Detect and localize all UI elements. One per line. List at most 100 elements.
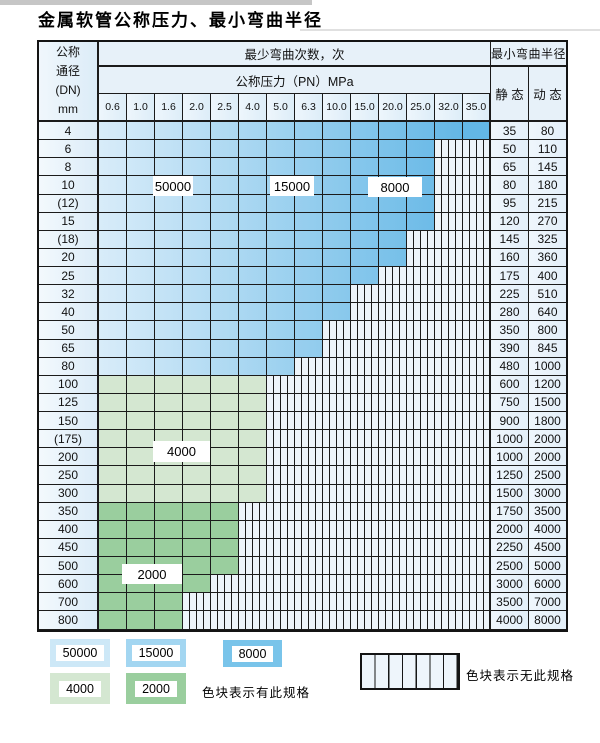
pressure-cell-unavailable	[351, 339, 379, 358]
pressure-cell-available	[183, 357, 211, 376]
dynamic-value-cell: 400	[529, 267, 566, 286]
pressure-cell-unavailable	[295, 538, 323, 557]
pressure-cell-unavailable	[463, 502, 491, 521]
dynamic-value-cell: 360	[529, 248, 566, 267]
pressure-cell-available	[155, 194, 183, 213]
pressure-cell-available	[211, 194, 239, 213]
pressure-cell-unavailable	[435, 430, 463, 449]
pressure-cell-unavailable	[435, 502, 463, 521]
static-value-cell: 175	[491, 267, 529, 286]
pressure-cell-available	[155, 230, 183, 249]
pressure-cell-unavailable	[435, 484, 463, 503]
scan-artifact-strip	[0, 0, 312, 5]
dn-cell: 125	[39, 393, 99, 412]
pressure-cell-available	[211, 140, 239, 159]
pressure-cell-available	[155, 538, 183, 557]
pressure-cell-available	[211, 176, 239, 195]
pressure-cell-unavailable	[407, 484, 435, 503]
pressure-cell-unavailable	[463, 430, 491, 449]
pressure-cell-unavailable	[435, 538, 463, 557]
static-value-cell: 600	[491, 375, 529, 394]
dn-cell: 10	[39, 176, 99, 195]
pressure-cell-available	[99, 321, 127, 340]
static-value-cell: 3500	[491, 593, 529, 612]
static-value-cell: 1000	[491, 430, 529, 449]
pressure-cell-available	[323, 122, 351, 141]
static-value-cell: 480	[491, 357, 529, 376]
pressure-cell-unavailable	[463, 520, 491, 539]
pressure-cell-unavailable	[435, 412, 463, 431]
pressure-cell-available	[463, 122, 491, 141]
pressure-cell-unavailable	[267, 430, 295, 449]
pressure-cell-unavailable	[239, 557, 267, 576]
pressure-cell-available	[99, 484, 127, 503]
pressure-cell-available	[99, 158, 127, 177]
legend-hatch-box	[360, 653, 460, 690]
pressure-cell-unavailable	[295, 484, 323, 503]
pressure-cell-available	[183, 267, 211, 286]
pressure-cell-unavailable	[267, 484, 295, 503]
pressure-cell-unavailable	[379, 321, 407, 340]
pressure-cell-unavailable	[379, 448, 407, 467]
pressure-cell-available	[127, 593, 155, 612]
pressure-cell-unavailable	[435, 466, 463, 485]
pressure-cell-unavailable	[351, 502, 379, 521]
pressure-cell-available	[155, 158, 183, 177]
pressure-cell-available	[127, 176, 155, 195]
corner-header-line: (DN)	[55, 83, 81, 97]
pressure-cell-unavailable	[239, 575, 267, 594]
pressure-cell-unavailable	[407, 466, 435, 485]
pressure-cell-unavailable	[323, 611, 351, 630]
dynamic-value-cell: 3500	[529, 502, 566, 521]
bend-cycles-header: 最少弯曲次数，次	[99, 42, 491, 67]
dynamic-value-cell: 510	[529, 285, 566, 304]
pressure-cell-unavailable	[239, 538, 267, 557]
dynamic-value-cell: 845	[529, 339, 566, 358]
pressure-cell-available	[351, 212, 379, 231]
pressure-cell-unavailable	[323, 357, 351, 376]
dynamic-value-cell: 7000	[529, 593, 566, 612]
dynamic-value-cell: 8000	[529, 611, 566, 630]
pressure-cell-unavailable	[351, 466, 379, 485]
dynamic-value-cell: 3000	[529, 484, 566, 503]
pressure-cell-unavailable	[295, 375, 323, 394]
pressure-cell-available	[99, 122, 127, 141]
pressure-cell-available	[435, 122, 463, 141]
pressure-cell-unavailable	[407, 357, 435, 376]
pressure-cell-available	[295, 122, 323, 141]
pressure-col-header: 2.5	[211, 94, 239, 122]
pressure-cell-unavailable	[323, 520, 351, 539]
pressure-cell-unavailable	[351, 538, 379, 557]
dn-cell: (175)	[39, 430, 99, 449]
dn-cell: 32	[39, 285, 99, 304]
pressure-cell-unavailable	[463, 140, 491, 159]
pressure-cell-available	[211, 339, 239, 358]
pressure-cell-available	[323, 267, 351, 286]
pressure-cell-unavailable	[295, 448, 323, 467]
pressure-cell-unavailable	[463, 285, 491, 304]
pressure-cell-available	[267, 140, 295, 159]
pressure-cell-unavailable	[323, 339, 351, 358]
pressure-cell-available	[211, 448, 239, 467]
pressure-cell-available	[211, 412, 239, 431]
static-value-cell: 1000	[491, 448, 529, 467]
pressure-cell-unavailable	[407, 593, 435, 612]
pressure-cell-available	[183, 520, 211, 539]
pressure-cell-unavailable	[463, 303, 491, 322]
pressure-cell-unavailable	[295, 611, 323, 630]
pressure-cell-available	[211, 466, 239, 485]
pressure-cell-unavailable	[351, 593, 379, 612]
pressure-cell-unavailable	[379, 339, 407, 358]
pressure-cell-available	[155, 484, 183, 503]
pressure-cell-unavailable	[351, 611, 379, 630]
dynamic-header: 动 态	[529, 67, 566, 122]
pressure-cell-available	[323, 285, 351, 304]
dynamic-value-cell: 180	[529, 176, 566, 195]
cycle-count-label: 50000	[153, 176, 193, 196]
pressure-cell-available	[99, 212, 127, 231]
pressure-cell-available	[267, 321, 295, 340]
dn-cell: 65	[39, 339, 99, 358]
dynamic-value-cell: 270	[529, 212, 566, 231]
pressure-cell-available	[99, 393, 127, 412]
pressure-cell-unavailable	[239, 502, 267, 521]
